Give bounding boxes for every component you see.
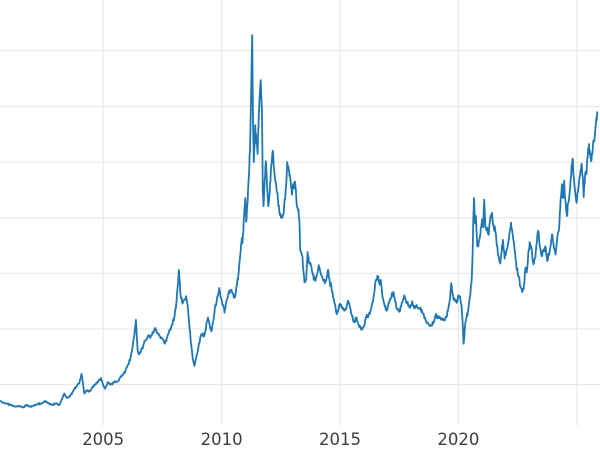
x-tick-label: 2010: [201, 430, 243, 449]
x-tick-label: 2005: [82, 430, 124, 449]
price-line: [0, 34, 599, 409]
x-axis-tick-labels: 2005 2010 2015 2020: [82, 430, 479, 449]
x-tick-label: 2020: [437, 430, 479, 449]
data-series: [0, 34, 599, 409]
x-tick-label: 2015: [319, 430, 361, 449]
horizontal-gridlines: [0, 50, 600, 386]
vertical-gridlines: [102, 0, 578, 426]
